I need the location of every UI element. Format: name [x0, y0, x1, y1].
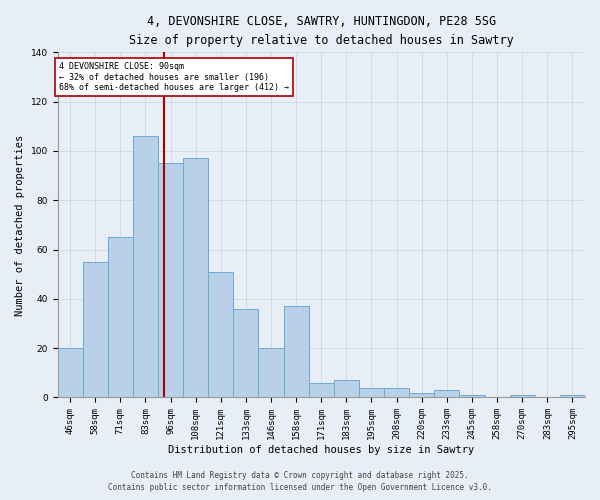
Text: Contains HM Land Registry data © Crown copyright and database right 2025.
Contai: Contains HM Land Registry data © Crown c…	[108, 471, 492, 492]
Title: 4, DEVONSHIRE CLOSE, SAWTRY, HUNTINGDON, PE28 5SG
Size of property relative to d: 4, DEVONSHIRE CLOSE, SAWTRY, HUNTINGDON,…	[129, 15, 514, 47]
Bar	[460, 395, 485, 398]
Bar	[58, 348, 83, 398]
Bar	[183, 158, 208, 398]
Bar	[233, 308, 259, 398]
Bar	[560, 395, 585, 398]
Bar	[284, 306, 309, 398]
Bar	[309, 382, 334, 398]
Bar	[259, 348, 284, 398]
Bar	[334, 380, 359, 398]
Y-axis label: Number of detached properties: Number of detached properties	[15, 134, 25, 316]
Text: 4 DEVONSHIRE CLOSE: 90sqm
← 32% of detached houses are smaller (196)
68% of semi: 4 DEVONSHIRE CLOSE: 90sqm ← 32% of detac…	[59, 62, 289, 92]
Bar	[158, 164, 183, 398]
Bar	[509, 395, 535, 398]
X-axis label: Distribution of detached houses by size in Sawtry: Distribution of detached houses by size …	[168, 445, 475, 455]
Bar	[384, 388, 409, 398]
Bar	[409, 392, 434, 398]
Bar	[359, 388, 384, 398]
Bar	[108, 237, 133, 398]
Bar	[208, 272, 233, 398]
Bar	[83, 262, 108, 398]
Bar	[133, 136, 158, 398]
Bar	[434, 390, 460, 398]
